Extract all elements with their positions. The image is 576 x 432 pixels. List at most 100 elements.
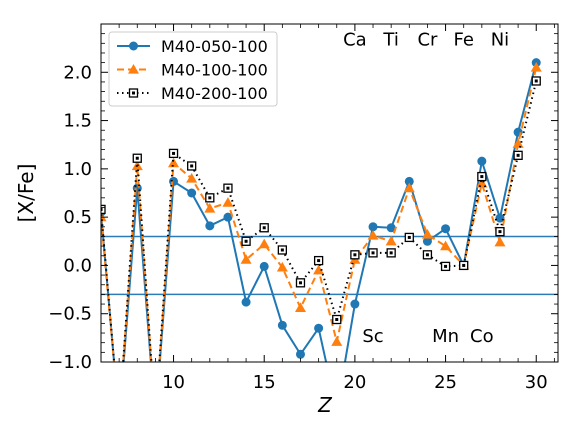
series-0 [101, 58, 541, 424]
x-tick-label: 15 [253, 372, 276, 393]
data-point [276, 261, 288, 272]
series-layer [101, 58, 542, 424]
data-point [258, 238, 270, 249]
element-label: Co [470, 326, 494, 347]
data-point [115, 415, 124, 424]
data-point [421, 229, 433, 239]
data-point [386, 223, 396, 233]
data-point [223, 212, 233, 222]
y-tick-label: −0.5 [48, 304, 92, 325]
legend: M40-050-100 M40-100-100 M40-200-100 [108, 31, 278, 107]
data-point-core [101, 207, 103, 211]
element-label: Fe [453, 29, 473, 50]
data-point [168, 157, 180, 168]
y-axis-label: [X/Fe] [14, 164, 38, 223]
y-tick-label: 2.0 [63, 62, 92, 83]
data-point-core [534, 79, 538, 83]
data-point-core [371, 251, 375, 255]
data-point-core [226, 186, 230, 190]
data-point [115, 416, 123, 424]
data-point-core [190, 164, 194, 168]
legend-marker [129, 41, 138, 51]
data-point [187, 188, 197, 198]
data-point [222, 197, 234, 207]
data-point-core [462, 263, 466, 267]
data-point-core [172, 151, 176, 155]
x-tick-label: 25 [434, 372, 457, 393]
data-point [494, 236, 506, 247]
data-point [350, 299, 360, 309]
data-point [259, 261, 269, 271]
data-point-core [425, 253, 429, 257]
data-point-core [480, 175, 484, 179]
data-point-core [335, 318, 339, 322]
y-tick-label: 1.0 [63, 159, 92, 180]
data-point [495, 213, 505, 223]
data-point [151, 415, 160, 424]
y-tick-label: 1.5 [63, 111, 92, 132]
element-label: Mn [432, 326, 459, 347]
data-point [476, 177, 488, 188]
element-label: Cr [417, 29, 438, 50]
data-point-core [208, 196, 212, 200]
element-label: Ni [491, 29, 509, 50]
data-point [101, 204, 106, 215]
data-point [530, 61, 542, 72]
data-point-core [516, 153, 520, 157]
element-label: Sc [362, 326, 383, 347]
data-point [385, 235, 397, 246]
x-tick-label: 30 [525, 372, 548, 393]
element-label: Ti [382, 29, 398, 50]
data-point [294, 302, 306, 313]
data-point [241, 297, 251, 307]
data-point-core [298, 281, 302, 285]
data-point-core [118, 418, 121, 421]
data-point [169, 176, 179, 186]
data-point-core [135, 156, 139, 160]
y-tick-label: 0.0 [63, 255, 92, 276]
data-point [513, 127, 523, 137]
data-point [295, 349, 305, 359]
data-point [313, 264, 325, 275]
element-labels: Ca Ti Cr Fe Ni Sc Mn Co [343, 29, 509, 346]
legend-label: M40-050-100 [161, 37, 268, 56]
data-point [477, 156, 487, 166]
legend-label: M40-100-100 [161, 61, 268, 80]
x-axis-label: Z [317, 393, 333, 417]
data-point [403, 182, 415, 193]
data-point [240, 254, 252, 264]
data-point [368, 222, 378, 232]
data-point [314, 323, 324, 333]
legend-label: M40-200-100 [161, 84, 268, 103]
legend-marker-core [132, 91, 135, 95]
data-point [440, 240, 452, 251]
data-point [151, 416, 159, 424]
data-point [277, 320, 287, 330]
reference-lines [101, 235, 558, 296]
data-point [186, 173, 198, 183]
x-tick-label: 10 [162, 372, 185, 393]
series-2 [101, 76, 541, 424]
data-point [441, 224, 451, 234]
data-point [332, 406, 341, 415]
data-point-core [244, 239, 248, 243]
legend-marker [128, 64, 139, 74]
data-point [114, 414, 125, 424]
data-point-core [262, 226, 266, 230]
axis-ticks: 10 15 20 25 30 −1.0 −0.5 0.0 0.5 1.0 1.5 2.0 [48, 24, 558, 393]
data-point [512, 138, 524, 148]
data-point-core [317, 259, 321, 263]
element-label: Ca [343, 29, 367, 50]
data-point [150, 414, 161, 424]
data-point [367, 229, 379, 240]
data-point-core [498, 230, 502, 234]
y-tick-label: −1.0 [48, 352, 92, 373]
data-point-core [154, 418, 157, 421]
data-point [422, 236, 432, 246]
data-point [404, 176, 414, 186]
data-point [331, 336, 343, 346]
data-point-core [280, 248, 284, 252]
data-point-core [353, 253, 357, 257]
data-point-core [444, 264, 448, 268]
